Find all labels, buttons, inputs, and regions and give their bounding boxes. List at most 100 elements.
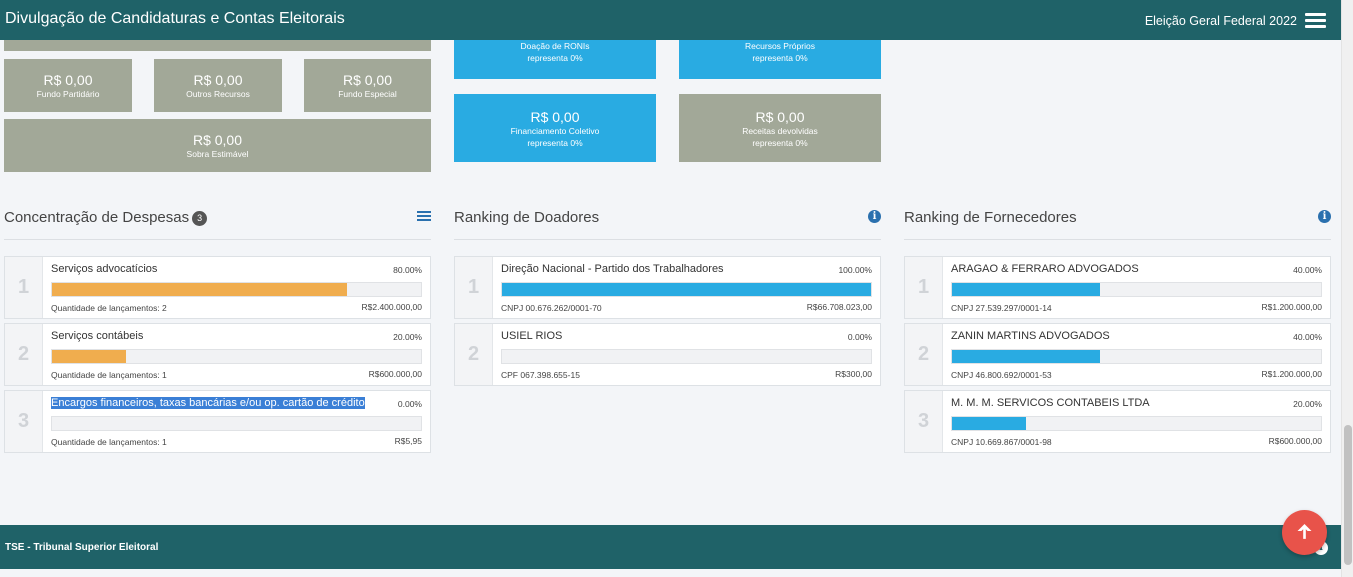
rank-percent: 0.00% [397, 399, 422, 409]
top-navbar: Divulgação de Candidaturas e Contas Elei… [0, 0, 1341, 40]
rank-value: R$5,95 [394, 436, 422, 446]
rank-percent: 20.00% [1293, 399, 1322, 409]
rank-percent: 40.00% [1293, 265, 1322, 275]
rank-value: R$300,00 [835, 369, 872, 379]
fornecedor-card[interactable]: 3 M. M. M. SERVICOS CONTABEIS LTDA 20.00… [904, 390, 1331, 453]
tile-sobra-estimavel: R$ 0,00 Sobra Estimável [4, 119, 431, 172]
rank-value: R$1.200.000,00 [1261, 302, 1323, 312]
tile-label: Financiamento Coletivo [510, 126, 600, 136]
rank-percent: 100.00% [838, 265, 872, 275]
progress-bar [51, 282, 422, 297]
rank-name: Direção Nacional - Partido dos Trabalhad… [501, 263, 724, 275]
rank-number: 3 [5, 391, 43, 452]
progress-bar [51, 349, 422, 364]
election-name[interactable]: Eleição Geral Federal 2022 [1144, 14, 1297, 28]
fornecedor-card[interactable]: 1 ARAGAO & FERRARO ADVOGADOS 40.00% CNPJ… [904, 256, 1331, 319]
rank-number: 1 [905, 257, 943, 318]
footer: TSE - Tribunal Superior Eleitoral i [0, 525, 1341, 569]
tile-label: Recursos Próprios [745, 41, 815, 51]
tile-amount: R$ 0,00 [192, 132, 243, 148]
rank-subtext: CNPJ 00.676.262/0001-70 [501, 303, 602, 313]
rank-subtext: Quantidade de lançamentos: 1 [51, 437, 167, 447]
rank-percent: 40.00% [1293, 332, 1322, 342]
hamburger-menu-icon[interactable] [1305, 13, 1326, 29]
tile-label: Outros Recursos [186, 89, 250, 99]
rank-value: R$600.000,00 [1268, 436, 1322, 446]
tile-fundo-especial: R$ 0,00 Fundo Especial [304, 59, 431, 112]
app-title[interactable]: Divulgação de Candidaturas e Contas Elei… [5, 10, 345, 27]
rank-subtext: CNPJ 27.539.297/0001-14 [951, 303, 1052, 313]
doador-card[interactable]: 2 USIEL RIOS 0.00% CPF 067.398.655-15 R$… [454, 323, 881, 386]
tile-top-partial [4, 40, 431, 51]
progress-fill [502, 283, 871, 296]
tile-receitas-devolvidas: R$ 0,00 Receitas devolvidas representa 0… [679, 94, 881, 162]
list-icon[interactable] [417, 211, 431, 222]
rank-name: USIEL RIOS [501, 330, 563, 342]
tile-note: representa 0% [752, 138, 808, 148]
rank-name: ZANIN MARTINS ADVOGADOS [951, 330, 1110, 342]
despesa-card[interactable]: 1 Serviços advocatícios 80.00% Quantidad… [4, 256, 431, 319]
rank-number: 1 [455, 257, 493, 318]
fornecedores-title: Ranking de Fornecedores [904, 209, 1077, 226]
progress-bar [951, 282, 1322, 297]
tile-note: representa 0% [527, 138, 583, 148]
rank-subtext: CNPJ 46.800.692/0001-53 [951, 370, 1052, 380]
tile-label: Fundo Especial [338, 89, 397, 99]
despesas-title-text: Concentração de Despesas [4, 209, 190, 226]
progress-fill [52, 350, 126, 363]
rank-subtext: CNPJ 10.669.867/0001-98 [951, 437, 1052, 447]
doador-card[interactable]: 1 Direção Nacional - Partido dos Trabalh… [454, 256, 881, 319]
rank-value: R$2.400.000,00 [361, 302, 423, 312]
fornecedor-card[interactable]: 2 ZANIN MARTINS ADVOGADOS 40.00% CNPJ 46… [904, 323, 1331, 386]
rank-name: Serviços advocatícios [51, 263, 158, 275]
despesas-count-badge: 3 [192, 210, 208, 226]
tile-label: Receitas devolvidas [742, 126, 818, 136]
rank-percent: 20.00% [393, 332, 422, 342]
progress-bar [951, 416, 1322, 431]
tile-note: representa 0% [527, 53, 583, 63]
rank-name: Encargos financeiros, taxas bancárias e/… [51, 397, 365, 409]
rank-percent: 0.00% [847, 332, 872, 342]
rank-percent: 80.00% [393, 265, 422, 275]
rank-number: 1 [5, 257, 43, 318]
tile-amount: R$ 0,00 [43, 72, 93, 88]
progress-bar [951, 349, 1322, 364]
tile-fundo-partidario: R$ 0,00 Fundo Partidário [4, 59, 132, 112]
divider [4, 239, 431, 240]
despesa-card[interactable]: 2 Serviços contábeis 20.00% Quantidade d… [4, 323, 431, 386]
rank-subtext: Quantidade de lançamentos: 1 [51, 370, 167, 380]
despesa-card[interactable]: 3 Encargos financeiros, taxas bancárias … [4, 390, 431, 453]
progress-bar [51, 416, 422, 431]
progress-bar [501, 282, 872, 297]
fornecedores-info-icon[interactable]: i [1318, 210, 1331, 223]
rank-number: 2 [455, 324, 493, 385]
tile-outros-recursos: R$ 0,00 Outros Recursos [154, 59, 282, 112]
rank-subtext: CPF 067.398.655-15 [501, 370, 580, 380]
despesas-title: Concentração de Despesas 3 [4, 209, 208, 226]
rank-name: Serviços contábeis [51, 330, 144, 342]
doadores-title: Ranking de Doadores [454, 209, 600, 226]
tile-financiamento-coletivo: R$ 0,00 Financiamento Coletivo represent… [454, 94, 656, 162]
divider [904, 239, 1331, 240]
footer-text: TSE - Tribunal Superior Eleitoral [5, 542, 159, 553]
progress-bar [501, 349, 872, 364]
progress-fill [952, 283, 1100, 296]
tile-label: Sobra Estimável [186, 149, 249, 159]
tile-label: Fundo Partidário [36, 89, 100, 99]
tile-doacao-ronis: Doação de RONIs representa 0% [454, 40, 656, 79]
tile-amount: R$ 0,00 [342, 72, 393, 88]
rank-subtext: Quantidade de lançamentos: 2 [51, 303, 167, 313]
progress-fill [952, 350, 1100, 363]
tile-amount: R$ 0,00 [193, 72, 243, 88]
page-scrollbar[interactable] [1341, 0, 1353, 577]
rank-name: ARAGAO & FERRARO ADVOGADOS [951, 263, 1139, 275]
rank-value: R$1.200.000,00 [1261, 369, 1323, 379]
progress-fill [952, 417, 1026, 430]
doadores-info-icon[interactable]: i [868, 210, 881, 223]
tile-recursos-proprios: Recursos Próprios representa 0% [679, 40, 881, 79]
scrollbar-thumb[interactable] [1344, 425, 1352, 565]
tile-amount: R$ 0,00 [530, 109, 580, 125]
tile-label: Doação de RONIs [520, 41, 590, 51]
scroll-top-button[interactable] [1282, 510, 1327, 555]
rank-value: R$66.708.023,00 [806, 302, 872, 312]
